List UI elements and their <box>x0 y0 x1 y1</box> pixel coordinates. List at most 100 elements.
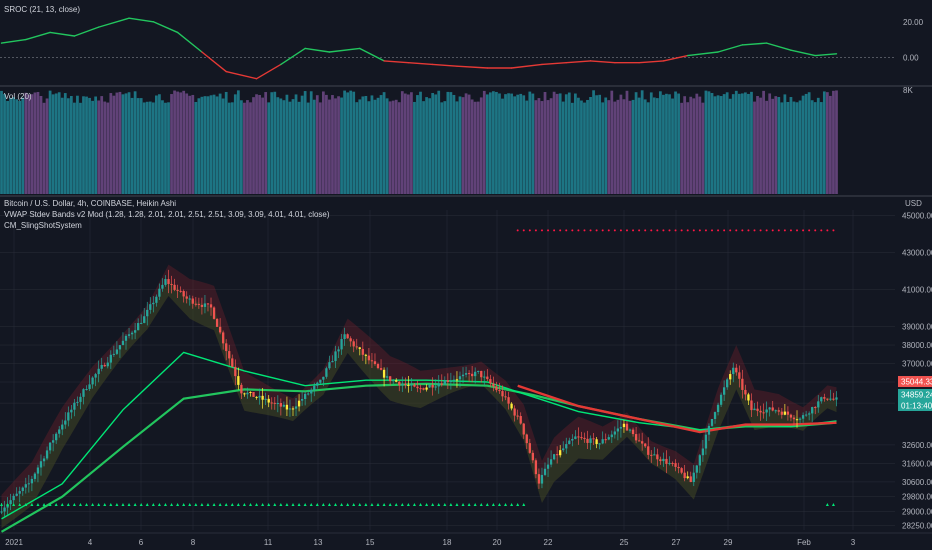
candle-body <box>328 362 331 369</box>
candle-body <box>437 383 440 387</box>
volume-bar <box>607 100 611 194</box>
sling-green-triangle <box>510 503 514 507</box>
volume-bar <box>771 98 775 194</box>
volume-legend[interactable]: Vol (20) <box>4 92 32 101</box>
volume-bar <box>473 101 477 194</box>
volume-bar <box>106 102 110 194</box>
sroc-segment <box>176 31 203 53</box>
candle-body <box>747 394 750 401</box>
volume-bar <box>397 102 401 194</box>
volume-bar <box>561 101 565 194</box>
candle-body <box>67 412 70 421</box>
sling-red-dot <box>777 229 780 232</box>
candle-body <box>376 364 380 369</box>
sling-red-dot <box>668 229 671 232</box>
candle-body <box>282 404 286 407</box>
volume-bar <box>255 94 258 194</box>
sroc-plot <box>0 17 895 80</box>
volume-bar <box>813 102 817 194</box>
volume-bar <box>768 93 772 194</box>
candle-body <box>191 298 194 304</box>
vwap-legend[interactable]: VWAP Stdev Bands v2 Mod (1.28, 1.28, 2.0… <box>4 210 330 219</box>
sling-green-triangle <box>66 503 70 507</box>
candle-body <box>313 385 316 390</box>
candle-body <box>665 458 668 464</box>
vwap-price-tag-bg <box>898 389 932 400</box>
candle-body <box>398 381 401 386</box>
candle-body <box>170 283 173 285</box>
candle-body <box>586 438 589 443</box>
volume-bar <box>564 94 568 194</box>
volume-bar <box>270 92 274 194</box>
volume-bar <box>583 102 586 194</box>
sling-green-triangle <box>400 503 404 507</box>
sling-green-triangle <box>103 503 107 507</box>
candle-body <box>176 289 179 291</box>
sling-red-dot <box>553 229 556 232</box>
candle-body <box>434 386 437 388</box>
sling-red-dot <box>698 229 701 232</box>
volume-bar <box>704 90 708 194</box>
sling-green-triangle <box>473 503 477 507</box>
volume-bar <box>413 101 416 194</box>
candle-body <box>185 296 188 299</box>
sling-green-triangle <box>267 503 271 507</box>
volume-bar <box>634 92 638 194</box>
volume-bar <box>528 91 532 194</box>
candle-body <box>382 369 386 378</box>
candle-body <box>413 384 416 387</box>
volume-bar <box>643 99 647 194</box>
volume-bar <box>403 93 407 194</box>
volume-bar <box>434 94 438 194</box>
candle-body <box>765 409 768 413</box>
volume-bar <box>744 92 747 194</box>
candle-body <box>780 411 783 415</box>
candle-body <box>197 303 201 305</box>
volume-bar <box>243 102 246 194</box>
volume-bar <box>513 96 517 194</box>
sling-green-triangle <box>376 503 380 507</box>
candle-body <box>644 443 647 447</box>
volume-bar <box>525 100 529 194</box>
sling-green-triangle <box>115 503 119 507</box>
candle-body <box>218 326 222 333</box>
price-pane[interactable]: Bitcoin / U.S. Dollar, 4h, COINBASE, Hei… <box>0 199 932 533</box>
volume-pane[interactable]: Vol (20) 8K <box>0 86 913 194</box>
sling-green-triangle <box>315 503 319 507</box>
sling-green-triangle <box>291 503 295 507</box>
volume-bar <box>15 99 19 194</box>
volume-bar <box>279 98 283 194</box>
volume-bar <box>601 102 605 194</box>
sling-red-dot <box>832 229 835 232</box>
slingshot-legend[interactable]: CM_SlingShotSystem <box>4 221 82 230</box>
candle-body <box>115 349 119 354</box>
volume-axis-label: 8K <box>903 86 913 95</box>
time-axis[interactable]: 2021 4 6 8 11 13 15 18 20 22 25 27 29 Feb 3 <box>5 538 856 547</box>
volume-bar <box>185 93 189 194</box>
sling-green-triangle <box>133 503 137 507</box>
sling-green-triangle <box>485 503 489 507</box>
candle-body <box>601 439 604 444</box>
candle-body <box>589 438 592 443</box>
candle-body <box>452 379 456 381</box>
sling-red-dot <box>534 229 537 232</box>
time-tick-label: 18 <box>443 538 452 547</box>
candle-body <box>695 465 698 473</box>
volume-bar <box>731 94 735 194</box>
price-tick-label: 28250.00 <box>902 521 932 530</box>
symbol-title[interactable]: Bitcoin / U.S. Dollar, 4h, COINBASE, Hei… <box>4 199 176 208</box>
candle-body <box>540 474 544 484</box>
candle-body <box>783 411 787 415</box>
volume-bar <box>240 100 243 194</box>
countdown-tag: 01:13:40 <box>901 402 932 411</box>
volume-bar <box>737 93 741 194</box>
candle-body <box>118 345 122 350</box>
sroc-legend[interactable]: SROC (21, 13, close) <box>4 5 80 14</box>
sroc-pane[interactable]: SROC (21, 13, close) 20.00 0.00 <box>0 5 924 80</box>
sling-red-dot <box>522 229 525 232</box>
candle-body <box>24 484 27 488</box>
volume-bar <box>36 92 40 194</box>
volume-bar <box>349 90 353 194</box>
